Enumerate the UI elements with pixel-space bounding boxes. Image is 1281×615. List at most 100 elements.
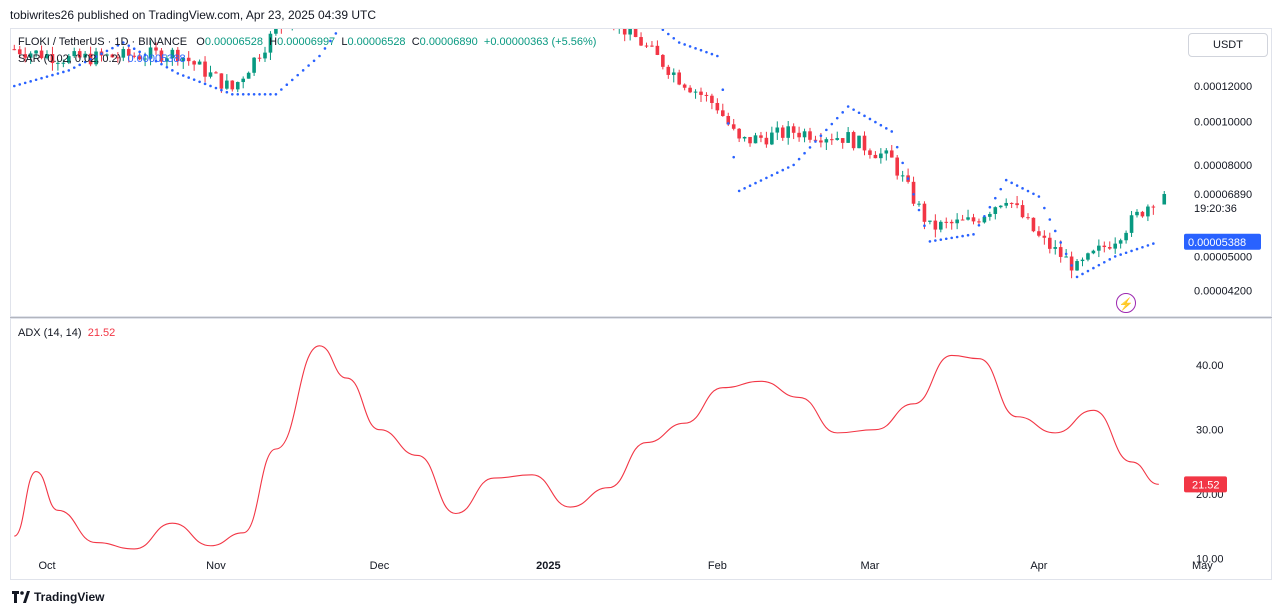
candle-body <box>889 150 894 158</box>
candle-body <box>1042 235 1047 238</box>
sar-dot <box>329 39 332 43</box>
sar-dot <box>290 78 294 82</box>
candle-body <box>1053 247 1058 249</box>
candle-body <box>808 131 812 140</box>
candle-body <box>159 50 164 62</box>
candle-body <box>274 29 278 34</box>
candle-body <box>1069 256 1074 271</box>
sar-dot <box>1113 255 1117 258</box>
sar-dot <box>1075 275 1079 279</box>
tradingview-logo-icon <box>12 591 30 603</box>
sar-legend[interactable]: SAR (0.02, 0.02, 0.2) 0.00005388 <box>18 53 186 65</box>
sar-dot <box>67 69 71 72</box>
sar-dot <box>132 47 136 51</box>
candle-body <box>56 62 60 64</box>
high-label: H <box>269 36 278 48</box>
candle-body <box>786 126 790 138</box>
sar-dot <box>1119 253 1122 256</box>
sar-dot <box>994 196 997 200</box>
candle-body <box>998 205 1003 208</box>
candle-body <box>312 0 316 3</box>
sar-dot <box>835 116 839 120</box>
sar-dot <box>863 114 866 118</box>
sar-dot <box>198 80 201 84</box>
candle-body <box>1020 205 1025 218</box>
adx-pane-frame <box>10 318 1272 580</box>
sar-dot <box>225 90 229 94</box>
sar-dot <box>127 44 131 47</box>
candle-body <box>1009 202 1014 204</box>
candle-body <box>1058 247 1063 257</box>
sar-dot <box>209 84 212 88</box>
sar-dot <box>1043 206 1046 210</box>
candle-body <box>1031 217 1036 232</box>
candle-body <box>126 49 131 56</box>
close-value: 0.00006890 <box>419 36 478 48</box>
price-tick-label: 0.00008000 <box>1194 160 1252 172</box>
candle-body <box>1037 231 1041 236</box>
candle-body <box>116 57 120 59</box>
sar-dot <box>721 88 725 92</box>
time-tick-label: Feb <box>708 560 727 572</box>
sar-dot <box>955 235 959 239</box>
candle-body <box>966 217 970 220</box>
candle-body <box>682 84 687 88</box>
candle-body <box>933 220 938 230</box>
lightning-bolt-icon[interactable]: ⚡ <box>1116 293 1136 313</box>
sar-dot <box>312 59 316 63</box>
candle-body <box>835 138 840 140</box>
candle-body <box>67 56 71 63</box>
sar-dot <box>972 233 975 236</box>
sar-dot <box>814 140 817 143</box>
candle-body <box>186 57 191 62</box>
candle-body <box>1004 202 1008 206</box>
candle-body <box>1113 243 1117 249</box>
sar-dot <box>868 117 872 121</box>
candle-body <box>77 51 82 58</box>
candle-body <box>819 140 823 143</box>
sar-dot <box>274 92 278 96</box>
sar-dot <box>977 223 981 227</box>
sar-dot <box>13 84 16 88</box>
sar-dot <box>340 25 343 28</box>
price-pane-frame <box>10 28 1272 317</box>
sar-dot <box>192 78 196 81</box>
sar-dot <box>187 76 190 79</box>
sar-dot <box>29 80 32 83</box>
sar-dot <box>879 123 883 127</box>
sar-dot <box>18 83 22 86</box>
time-tick-label: May <box>1192 560 1213 572</box>
adx-tick-label: 10.00 <box>1196 554 1224 566</box>
sar-dot <box>111 46 114 50</box>
sar-dot <box>640 11 643 14</box>
candle-body <box>988 213 992 217</box>
sar-dot <box>776 171 779 175</box>
sar-dot <box>901 161 904 165</box>
sar-dot <box>803 151 806 155</box>
candle-body <box>622 29 627 35</box>
adx-value: 21.52 <box>87 327 116 339</box>
sar-dot <box>138 50 141 54</box>
candle-body <box>944 221 949 223</box>
sar-dot <box>122 41 125 44</box>
candle-body <box>612 24 616 27</box>
sar-badge-label: 0.00005388 <box>1188 237 1246 249</box>
sar-dot <box>181 74 185 77</box>
time-tick-label: Mar <box>860 560 879 572</box>
candle-body <box>1064 256 1068 258</box>
sar-dot <box>263 92 267 96</box>
candle-body <box>671 72 676 75</box>
candle-body <box>748 136 752 144</box>
sar-dot <box>214 86 218 90</box>
sar-dot <box>885 127 888 130</box>
adx-label: ADX (14, 14) <box>18 327 82 339</box>
sar-dot <box>683 43 686 46</box>
candle-body <box>830 139 834 141</box>
candle-body <box>1091 250 1096 254</box>
currency-unit-button[interactable]: USDT <box>1188 33 1268 57</box>
symbol-name[interactable]: FLOKI / TetherUS · 1D · BINANCE <box>18 36 188 48</box>
adx-legend[interactable]: ADX (14, 14) 21.52 <box>18 327 115 339</box>
sar-dot <box>1015 184 1019 187</box>
candle-body <box>110 54 115 58</box>
